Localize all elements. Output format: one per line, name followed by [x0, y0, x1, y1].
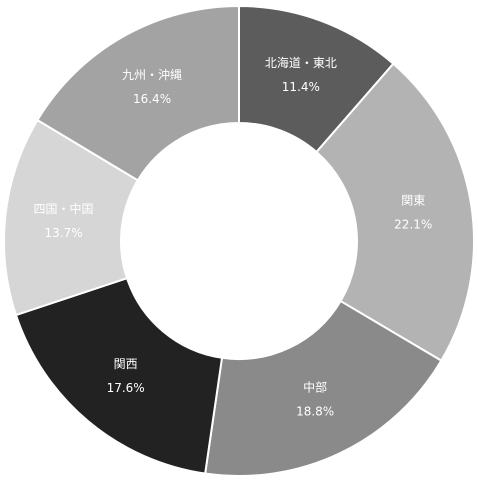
donut-segment: [204, 299, 443, 477]
segment-label: 関東: [401, 193, 425, 207]
value-label: 13.7%: [45, 226, 83, 240]
donut-segment: [315, 62, 475, 362]
value-label: 18.8%: [296, 405, 334, 419]
segment-label: 関西: [114, 357, 138, 371]
value-label: 17.6%: [107, 381, 145, 395]
segment-label: 中部: [303, 380, 327, 395]
segment-label: 九州・沖縄: [122, 67, 182, 82]
donut-segment: [14, 276, 224, 475]
donut-segment: [36, 4, 240, 182]
value-label: 16.4%: [133, 92, 171, 106]
segment-label: 四国・中国: [34, 201, 94, 216]
value-label: 11.4%: [282, 80, 320, 94]
value-label: 22.1%: [394, 217, 432, 231]
segment-label: 北海道・東北: [265, 55, 337, 70]
